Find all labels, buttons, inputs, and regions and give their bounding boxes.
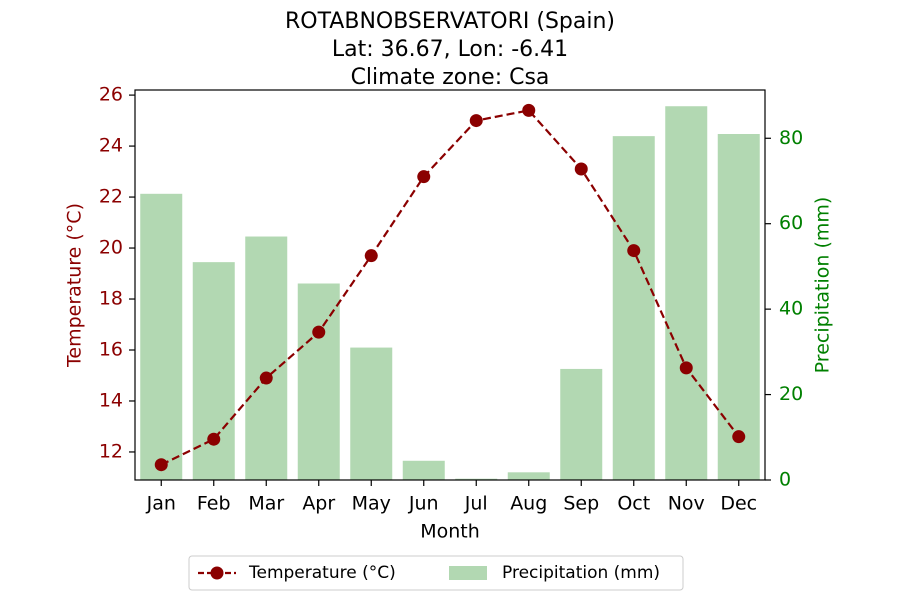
precipitation-bar-mar: [245, 236, 288, 480]
y-left-tick-label: 12: [99, 440, 123, 462]
x-tick-label: Jul: [464, 493, 488, 515]
temperature-line: [154, 103, 746, 472]
x-tick-label: Apr: [302, 493, 335, 515]
temperature-point-mar: [259, 371, 273, 385]
y-right-tick-label: 20: [779, 383, 803, 405]
temperature-point-aug: [522, 103, 536, 117]
title-line-3: Climate zone: Csa: [351, 65, 550, 90]
temperature-point-nov: [679, 361, 693, 375]
y-left-tick-label: 22: [99, 186, 123, 208]
y-left-tick-label: 20: [99, 237, 123, 259]
x-tick-label: Nov: [668, 493, 705, 515]
legend-precipitation-swatch: [449, 566, 487, 580]
x-axis: Jan Feb Mar Apr May Jun Jul Aug Sep Oct Nov Dec Mont…: [146, 480, 757, 543]
temperature-point-feb: [207, 432, 221, 446]
temperature-point-may: [364, 249, 378, 263]
y-left-tick-label: 16: [99, 339, 123, 361]
x-tick-label: Feb: [197, 493, 231, 515]
x-tick-label: Mar: [248, 493, 284, 515]
y-right-tick-label: 0: [779, 469, 791, 491]
precipitation-bar-apr: [297, 283, 340, 480]
y-right-tick-label: 40: [779, 298, 803, 320]
precipitation-bar-aug: [507, 472, 550, 480]
precipitation-bar-jul: [455, 478, 498, 480]
precipitation-bar-jan: [140, 193, 183, 480]
temperature-point-dec: [732, 430, 746, 444]
precipitation-bar-dec: [717, 133, 760, 480]
y-right-tick-label: 80: [779, 127, 803, 149]
legend: Temperature (°C) Precipitation (mm): [188, 555, 684, 591]
chart-title: ROTABNOBSERVATORI (Spain) Lat: 36.67, Lon…: [285, 9, 615, 90]
plot-frame: [134, 89, 766, 481]
y-axis-right: 0 20 40 60 80 Precipitation (mm): [765, 127, 834, 491]
temperature-point-jan: [154, 458, 168, 472]
y-left-tick-label: 26: [99, 84, 123, 106]
y-right-tick-label: 60: [779, 212, 803, 234]
precipitation-bar-may: [350, 347, 393, 480]
temperature-series-line: [160, 109, 740, 466]
x-tick-label: Aug: [510, 493, 547, 515]
precipitation-bar-oct: [612, 136, 655, 481]
y-left-tick-label: 14: [99, 389, 123, 411]
temperature-point-sep: [574, 162, 588, 176]
x-tick-label: Sep: [563, 493, 599, 515]
precipitation-bars: [140, 106, 760, 481]
precipitation-bar-sep: [560, 368, 603, 480]
temperature-point-jul: [469, 114, 483, 128]
y-right-axis-label: Precipitation (mm): [812, 197, 834, 374]
temperature-point-oct: [627, 244, 641, 258]
legend-temperature-marker: [210, 566, 224, 580]
title-line-1: ROTABNOBSERVATORI (Spain): [285, 9, 615, 34]
x-tick-label: Jun: [408, 493, 439, 515]
y-axis-left: 12 14 16 18 20 22 24 26 Temperature (°C): [64, 84, 135, 462]
y-left-tick-label: 24: [99, 135, 123, 157]
title-line-2: Lat: 36.67, Lon: -6.41: [332, 37, 568, 62]
temperature-point-apr: [312, 325, 326, 339]
y-left-axis-label: Temperature (°C): [64, 203, 86, 368]
temperature-point-jun: [417, 170, 431, 184]
precipitation-bar-jun: [402, 460, 445, 480]
x-tick-label: May: [352, 493, 391, 515]
legend-box: [188, 555, 684, 591]
x-tick-label: Dec: [720, 493, 757, 515]
x-axis-label: Month: [420, 521, 480, 543]
legend-precipitation-label: Precipitation (mm): [502, 563, 660, 583]
precipitation-bar-nov: [665, 106, 708, 480]
x-tick-label: Oct: [617, 493, 650, 515]
x-tick-label: Jan: [146, 493, 176, 515]
legend-temperature-label: Temperature (°C): [248, 563, 396, 583]
y-left-tick-label: 18: [99, 288, 123, 310]
